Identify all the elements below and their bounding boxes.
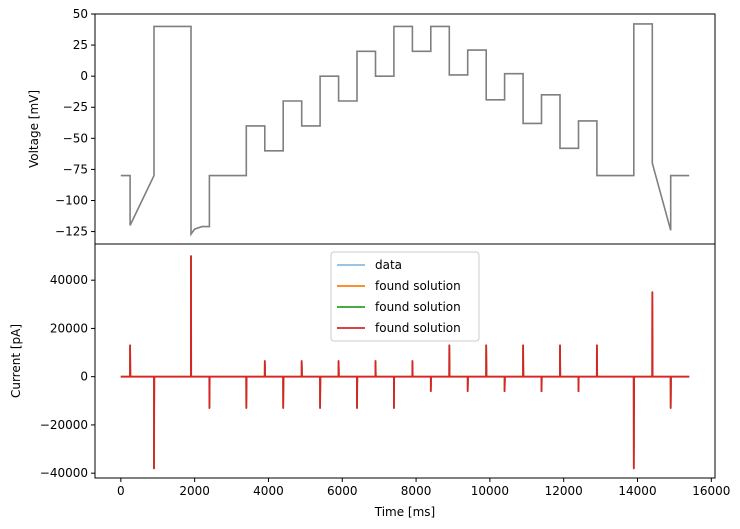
current-x-tick-label: 8000 (401, 484, 432, 498)
current-x-axis-label: Time [ms] (374, 505, 436, 519)
legend-label: data (375, 258, 402, 272)
current-y-tick-label: 20000 (50, 321, 88, 335)
current-x-tick-label: 10000 (471, 484, 509, 498)
legend-label: found solution (375, 321, 461, 335)
voltage-y-axis-label: Voltage [mV] (27, 90, 41, 168)
current-x-tick-label: 12000 (545, 484, 583, 498)
voltage-trace (120, 23, 690, 237)
current-y-axis-label: Current [pA] (9, 324, 23, 398)
voltage-y-tick-label: −25 (63, 100, 88, 114)
current-x-tick-label: 16000 (692, 484, 730, 498)
voltage-y-tick-label: 0 (80, 69, 88, 83)
current-y-tick-label: −40000 (40, 466, 88, 480)
legend-label: found solution (375, 279, 461, 293)
voltage-panel: 50 25 0 −25 −50 −75 −100 −125 Voltage [mV] (27, 7, 716, 245)
voltage-y-tick-label: −50 (63, 131, 88, 145)
current-y-tick-label: 40000 (50, 273, 88, 287)
current-x-ticks: 0 2000 4000 6000 8000 10000 12000 14000 16000 (117, 478, 730, 498)
current-plot-frame (94, 243, 716, 479)
current-x-tick-label: 0 (117, 484, 125, 498)
legend-label: found solution (375, 300, 461, 314)
voltage-y-tick-label: −75 (63, 162, 88, 176)
current-x-tick-label: 14000 (618, 484, 656, 498)
current-x-tick-label: 4000 (253, 484, 284, 498)
current-panel: 40000 20000 0 −20000 −40000 0 2000 4000 6000 800… (9, 243, 730, 519)
current-x-tick-label: 2000 (179, 484, 210, 498)
voltage-y-tick-label: −100 (55, 193, 88, 207)
voltage-series (120, 23, 690, 237)
legend-frame (330, 251, 480, 342)
current-y-ticks: 40000 20000 0 −20000 −40000 (40, 273, 95, 480)
voltage-plot-frame (94, 13, 716, 245)
voltage-y-ticks: 50 25 0 −25 −50 −75 −100 −125 (55, 7, 95, 239)
current-y-tick-label: −20000 (40, 418, 88, 432)
current-trace (120, 255, 690, 470)
current-y-tick-label: 0 (80, 370, 88, 384)
current-series (120, 255, 690, 470)
voltage-y-tick-label: 50 (73, 7, 88, 21)
current-x-tick-label: 6000 (327, 484, 358, 498)
voltage-y-tick-label: 25 (73, 38, 88, 52)
voltage-y-tick-label: −125 (55, 225, 88, 239)
legend: data found solution found solution found so… (330, 251, 480, 342)
